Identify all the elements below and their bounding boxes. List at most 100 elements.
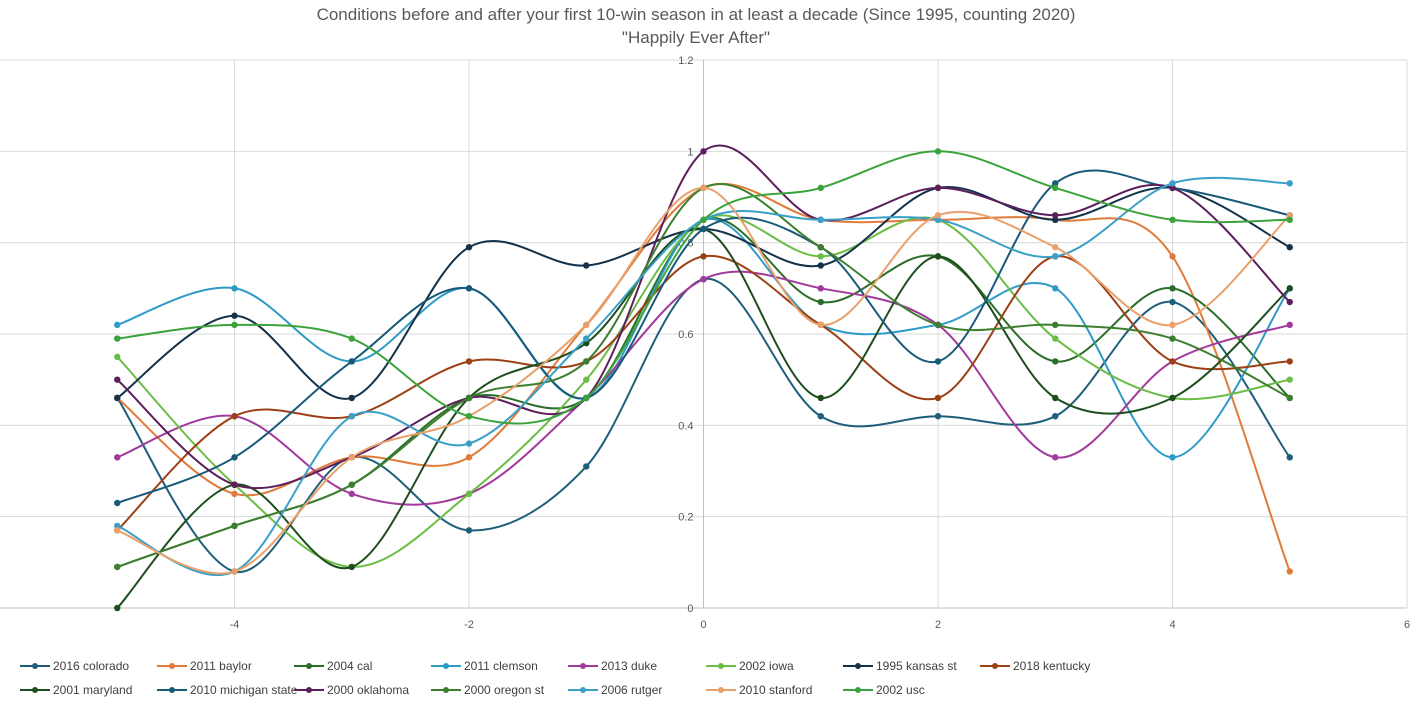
data-point — [465, 394, 473, 402]
legend-label: 2000 oklahoma — [327, 683, 410, 697]
data-point — [231, 490, 238, 498]
data-point — [231, 454, 238, 461]
x-tick-label: 4 — [1169, 619, 1175, 631]
legend-swatch — [980, 660, 1010, 672]
legend-item: 2004 cal — [294, 656, 372, 676]
series-2002-usc — [114, 148, 1293, 425]
data-point — [1052, 184, 1059, 192]
series-line-2002-usc — [117, 150, 1290, 425]
data-point — [465, 490, 473, 498]
data-point — [817, 285, 824, 292]
y-tick-label: 0.6 — [678, 329, 693, 341]
data-point — [114, 335, 121, 342]
data-point — [817, 253, 824, 260]
data-point — [1286, 454, 1293, 461]
legend-swatch — [20, 660, 50, 672]
x-tick-label: -4 — [230, 619, 240, 631]
legend-swatch — [568, 660, 598, 672]
data-point — [1169, 253, 1176, 260]
legend-item: 2000 oregon st — [431, 680, 544, 700]
legend-item: 2011 baylor — [157, 656, 252, 676]
data-point — [934, 413, 942, 420]
data-point — [1052, 394, 1059, 402]
legend-item: 2000 oklahoma — [294, 680, 409, 700]
data-point — [700, 216, 707, 224]
y-tick-label: 0.2 — [678, 512, 693, 524]
data-point — [348, 358, 355, 365]
data-point — [1052, 358, 1059, 365]
legend-label: 2002 usc — [876, 683, 925, 697]
data-point — [1169, 335, 1176, 342]
legend-label: 2002 iowa — [739, 659, 794, 673]
legend-swatch — [157, 684, 187, 696]
data-point — [231, 285, 238, 292]
data-point — [700, 225, 707, 233]
legend-item: 1995 kansas st — [843, 656, 957, 676]
data-point — [1286, 568, 1293, 575]
data-point — [934, 358, 942, 365]
legend-label: 2011 clemson — [464, 659, 538, 673]
data-point — [1052, 244, 1059, 251]
data-point — [114, 353, 121, 361]
data-point — [465, 285, 473, 292]
data-point — [1286, 321, 1293, 329]
data-point — [348, 490, 355, 498]
legend-item: 2002 usc — [843, 680, 925, 700]
data-point — [700, 276, 707, 283]
y-tick-label: 1.2 — [678, 55, 693, 67]
series-line-2006-rutger — [116, 176, 1290, 577]
data-point — [114, 321, 121, 329]
data-point — [817, 216, 824, 224]
data-point — [1286, 180, 1293, 187]
data-point — [1169, 184, 1176, 192]
data-point — [114, 394, 121, 402]
data-point — [817, 413, 824, 420]
data-point — [114, 522, 121, 529]
legend-label: 2001 maryland — [53, 683, 133, 697]
legend-label: 2018 kentucky — [1013, 659, 1091, 673]
y-tick-label: 0 — [687, 603, 693, 615]
series-line-2010-michigan-state — [116, 169, 1291, 504]
data-point — [231, 321, 238, 329]
data-point — [1286, 298, 1293, 306]
legend-item: 2006 rutger — [568, 680, 662, 700]
data-point — [231, 522, 238, 529]
legend-label: 2010 stanford — [739, 683, 813, 697]
data-point — [583, 321, 590, 329]
legend-item: 2001 maryland — [20, 680, 132, 700]
data-point — [1169, 321, 1176, 329]
legend-swatch — [431, 684, 461, 696]
data-point — [114, 527, 121, 534]
data-point — [348, 394, 355, 402]
data-point — [465, 527, 473, 534]
data-point — [1169, 298, 1176, 306]
data-point — [817, 244, 824, 251]
data-point — [231, 568, 238, 575]
data-point — [114, 454, 121, 461]
legend-label: 2013 duke — [601, 659, 658, 673]
data-point — [583, 262, 590, 269]
series-line-2001-maryland — [116, 227, 1291, 609]
data-point — [583, 394, 590, 402]
legend-item: 2016 colorado — [20, 656, 129, 676]
data-point — [1169, 394, 1176, 402]
data-point — [934, 321, 942, 329]
y-tick-label: 1 — [687, 146, 693, 158]
data-point — [1052, 321, 1059, 329]
data-point — [348, 454, 355, 461]
legend-item: 2018 kentucky — [980, 656, 1090, 676]
legend-label: 1995 kansas st — [876, 659, 957, 673]
data-point — [583, 335, 590, 342]
legend-swatch — [431, 660, 461, 672]
legend-swatch — [157, 660, 187, 672]
legend-item: 2010 michigan state — [157, 680, 297, 700]
legend-item: 2010 stanford — [706, 680, 812, 700]
y-tick-label: 0.4 — [678, 420, 693, 432]
legend-swatch — [568, 684, 598, 696]
data-point — [1286, 358, 1293, 365]
data-point — [231, 312, 238, 319]
data-point — [700, 148, 707, 155]
data-point — [1052, 212, 1059, 219]
legend-swatch — [294, 684, 324, 696]
data-point — [465, 358, 473, 365]
